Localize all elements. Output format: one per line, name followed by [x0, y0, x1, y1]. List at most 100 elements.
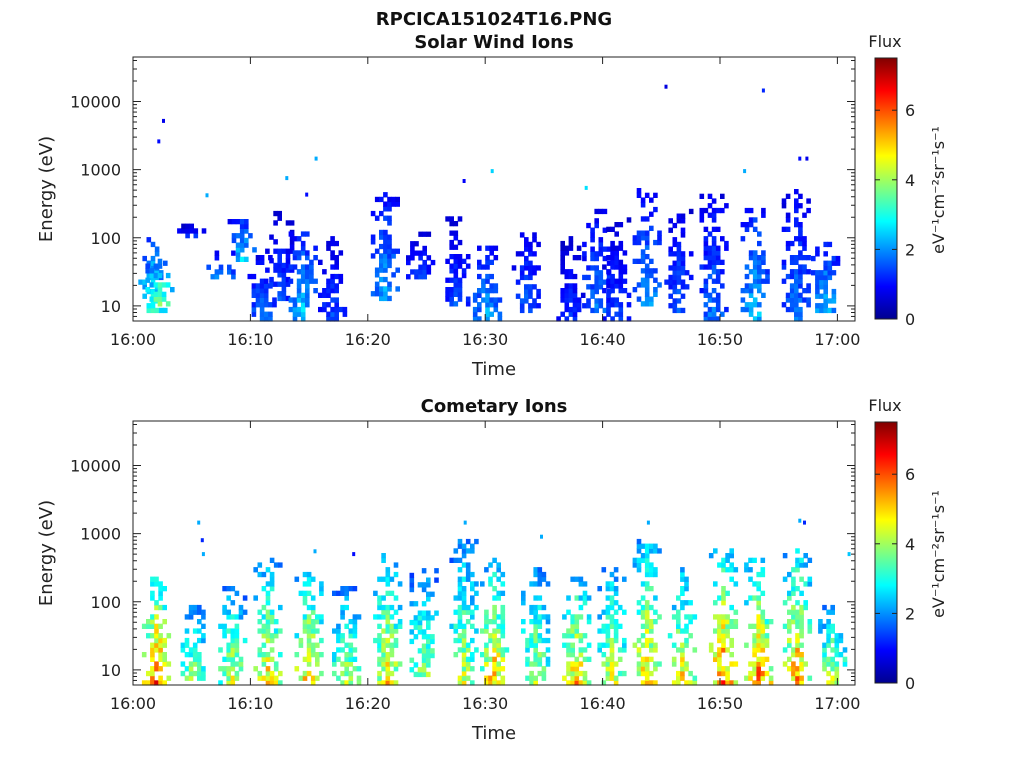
heatmap-cell — [409, 572, 415, 579]
heatmap-cell — [823, 260, 828, 266]
heatmap-cell — [671, 661, 677, 667]
heatmap-cell — [296, 292, 302, 298]
heatmap-cell — [640, 670, 646, 677]
heatmap-cell — [377, 680, 382, 686]
heatmap-cell — [226, 595, 231, 601]
heatmap-cell — [192, 642, 198, 648]
heatmap-cell — [315, 642, 320, 648]
heatmap-cell — [162, 680, 167, 686]
heatmap-cell — [383, 192, 388, 198]
heatmap-cell — [434, 568, 439, 574]
heatmap-cell — [385, 614, 391, 620]
heatmap-cell — [226, 609, 231, 615]
heatmap-cell — [590, 237, 595, 243]
heatmap-cell — [461, 586, 467, 592]
heatmap-cell — [618, 240, 624, 247]
heatmap-cell — [389, 670, 395, 677]
heatmap-cell — [492, 656, 497, 662]
heatmap-cell — [598, 246, 604, 252]
heatmap-cell — [477, 245, 482, 251]
heatmap-cell — [146, 303, 152, 309]
heatmap-cell — [373, 590, 378, 596]
heatmap-cell — [684, 680, 689, 686]
heatmap-cell — [485, 316, 490, 322]
heatmap-cell — [461, 609, 467, 615]
heatmap-cell — [795, 675, 800, 681]
heatmap-cell — [385, 670, 391, 677]
heatmap-cell — [496, 666, 501, 672]
heatmap-cell — [391, 248, 396, 254]
heatmap-cell — [417, 582, 423, 588]
heatmap-cell — [261, 652, 267, 658]
heatmap-cell — [640, 661, 646, 667]
heatmap-cell — [748, 222, 754, 228]
heatmap-cell — [524, 255, 529, 262]
heatmap-cell — [326, 302, 331, 308]
heatmap-cell — [261, 614, 267, 620]
heatmap-cell — [289, 234, 295, 240]
heatmap-cell — [636, 661, 642, 667]
heatmap-cell — [477, 292, 482, 298]
heatmap-cell — [715, 269, 721, 275]
heatmap-cell — [409, 667, 415, 673]
heatmap-cell — [465, 567, 471, 573]
heatmap-cell — [457, 296, 463, 302]
heatmap-cell — [184, 637, 190, 644]
heatmap-cell — [521, 619, 526, 625]
heatmap-cell — [348, 652, 354, 658]
heatmap-cell — [413, 671, 419, 678]
heatmap-cell — [644, 675, 650, 681]
heatmap-cell — [305, 273, 310, 280]
heatmap-cell — [525, 647, 530, 653]
heatmap-cell — [834, 642, 840, 648]
heatmap-cell — [273, 220, 278, 226]
heatmap-cell — [605, 595, 611, 601]
heatmap-cell — [409, 619, 415, 626]
heatmap-cell — [263, 311, 269, 317]
heatmap-cell — [397, 581, 403, 587]
heatmap-cell — [319, 614, 324, 620]
heatmap-cell — [521, 595, 526, 601]
heatmap-cell — [234, 633, 240, 639]
heatmap-cell — [823, 241, 828, 248]
heatmap-cell — [794, 207, 799, 214]
heatmap-cell — [453, 557, 459, 563]
heatmap-cell — [421, 610, 427, 616]
heatmap-cell — [803, 600, 808, 606]
heatmap-cell — [664, 279, 669, 285]
heatmap-cell — [315, 614, 320, 620]
heatmap-cell — [649, 567, 654, 573]
heatmap-cell — [636, 670, 642, 677]
heatmap-cell — [383, 253, 388, 259]
heatmap-cell — [251, 288, 257, 294]
heatmap-cell — [426, 643, 431, 649]
heatmap-cell — [344, 666, 349, 672]
heatmap-cell — [729, 680, 734, 686]
heatmap-cell — [181, 223, 186, 229]
heatmap-cell — [826, 619, 831, 625]
heatmap-cell — [162, 652, 167, 658]
heatmap-cell — [740, 288, 746, 294]
heatmap-cell — [261, 642, 267, 648]
heatmap-cell — [570, 680, 575, 686]
heatmap-cell — [461, 268, 467, 274]
heatmap-cell — [713, 680, 718, 686]
heatmap-cell — [605, 604, 611, 611]
heatmap-cell — [426, 652, 431, 659]
heatmap-cell — [707, 292, 713, 298]
heatmap-cell — [162, 637, 167, 644]
heatmap-cell — [617, 656, 623, 662]
heatmap-cell — [636, 666, 642, 672]
heatmap-cell — [334, 306, 339, 313]
heatmap-cell — [485, 302, 490, 308]
heatmap-cell — [653, 680, 658, 686]
colorbar-tick-label: 0 — [905, 310, 915, 329]
heatmap-cell — [465, 609, 471, 615]
heatmap-cell — [672, 222, 678, 229]
heatmap-cell — [560, 255, 565, 261]
heatmap-cell — [582, 633, 588, 639]
heatmap-cell — [421, 667, 427, 673]
heatmap-cell — [578, 652, 584, 658]
heatmap-cell — [815, 293, 820, 299]
heatmap-cell — [672, 288, 678, 295]
